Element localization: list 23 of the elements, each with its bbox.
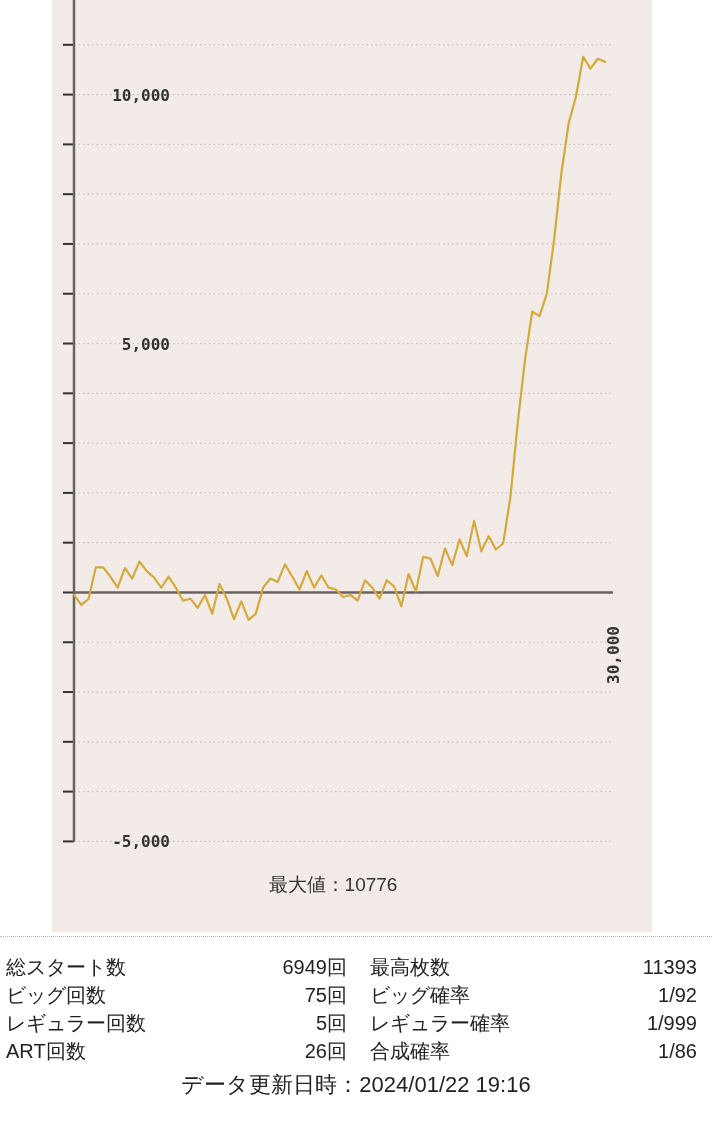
text: レギュラー回数 bbox=[6, 1011, 146, 1035]
line-series bbox=[72, 55, 607, 621]
text: 5回 bbox=[315, 1011, 347, 1035]
text: 1/92 bbox=[658, 983, 697, 1007]
text: 26回 bbox=[304, 1039, 347, 1063]
text: データ更新日時：2024/01/22 19:16 bbox=[180, 1072, 532, 1097]
y-tick-label: -5,000 bbox=[112, 832, 170, 852]
y-tick-label: 10,000 bbox=[112, 85, 170, 105]
text: 6949回 bbox=[282, 955, 347, 979]
text: 最高枚数 bbox=[370, 955, 450, 979]
text: 1/86 bbox=[658, 1039, 697, 1063]
text: レギュラー確率 bbox=[370, 1011, 510, 1035]
text: 合成確率 bbox=[370, 1039, 450, 1063]
text: ART回数 bbox=[6, 1039, 86, 1063]
text: 11393 bbox=[642, 955, 697, 979]
text: 総スタート数 bbox=[6, 955, 126, 979]
annotation: 30,000 bbox=[604, 626, 623, 684]
text: 最大値：10776 bbox=[268, 874, 398, 895]
text: ビッグ確率 bbox=[370, 983, 470, 1007]
y-tick-label: 5,000 bbox=[121, 334, 170, 354]
text: 1/999 bbox=[646, 1011, 697, 1035]
text: 75回 bbox=[304, 983, 347, 1007]
text: ビッグ回数 bbox=[6, 983, 106, 1007]
